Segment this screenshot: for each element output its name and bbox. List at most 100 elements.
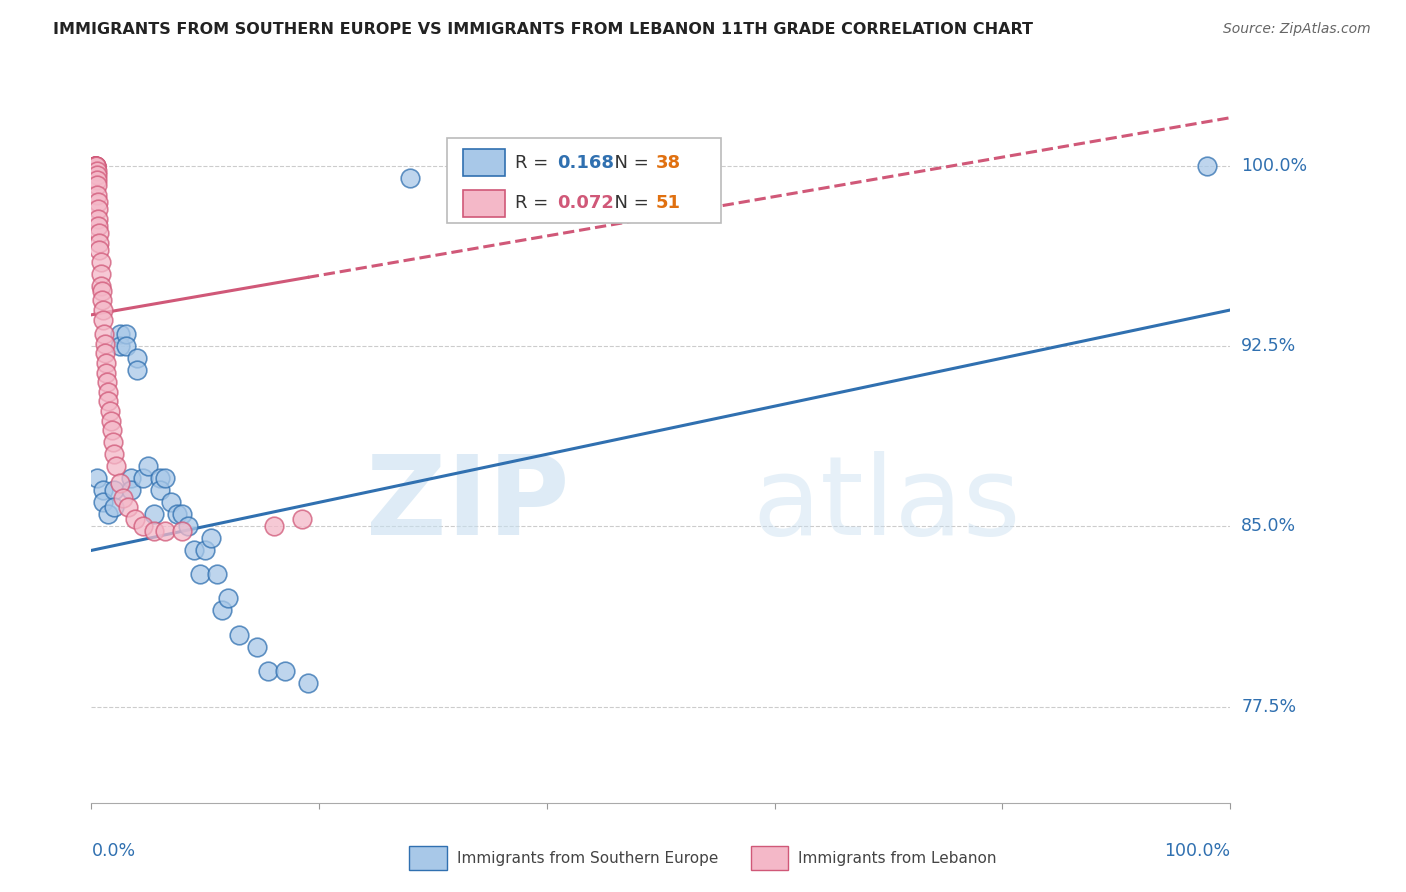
Text: 92.5%: 92.5% (1241, 337, 1296, 355)
Point (84, 159, 107, 173)
Point (91, 483, 114, 498)
Text: R =: R = (515, 153, 554, 171)
Text: 77.5%: 77.5% (1241, 698, 1296, 715)
Point (103, 447, 125, 461)
Point (86, 178, 108, 192)
Text: 0.0%: 0.0% (91, 842, 135, 860)
Text: 0.072: 0.072 (557, 194, 614, 212)
Text: 100.0%: 100.0% (1241, 157, 1308, 175)
Point (83, 159, 105, 173)
Point (108, 326, 131, 341)
Point (84, 159, 107, 173)
Point (120, 471, 142, 485)
Point (101, 435, 124, 450)
Point (91, 495, 114, 509)
Point (86, 187, 108, 202)
Point (86, 173, 108, 187)
Point (91, 312, 114, 326)
Point (188, 567, 211, 582)
Point (97, 384, 120, 399)
Point (105, 459, 128, 474)
Point (103, 500, 125, 515)
Point (101, 423, 124, 437)
Point (200, 532, 222, 546)
Point (93, 326, 115, 341)
Point (89, 279, 111, 293)
Point (172, 508, 194, 522)
Point (108, 476, 131, 491)
Point (257, 664, 280, 678)
Point (177, 519, 200, 533)
Point (114, 326, 136, 341)
Text: ZIP: ZIP (367, 451, 569, 558)
Point (97, 394, 120, 409)
Text: R =: R = (515, 194, 554, 212)
Text: Immigrants from Lebanon: Immigrants from Lebanon (799, 851, 997, 865)
Point (194, 543, 217, 558)
Point (100, 414, 122, 428)
Point (89, 255, 111, 269)
Point (263, 519, 285, 533)
Point (297, 675, 319, 690)
Point (143, 508, 166, 522)
Text: 0.168: 0.168 (557, 153, 614, 171)
Point (155, 471, 177, 485)
Point (114, 339, 136, 353)
Point (97, 508, 120, 522)
Point (91, 303, 114, 318)
Point (125, 363, 148, 377)
Point (149, 471, 172, 485)
Point (166, 508, 188, 522)
Text: N =: N = (603, 194, 655, 212)
Point (83, 159, 105, 173)
Point (124, 512, 146, 526)
Point (274, 664, 297, 678)
Point (89, 226, 111, 240)
Point (108, 339, 131, 353)
Point (117, 500, 139, 515)
Point (217, 591, 239, 606)
Point (87, 219, 110, 233)
Point (87, 194, 110, 209)
Text: 51: 51 (655, 194, 681, 212)
Text: atlas: atlas (752, 451, 1021, 558)
Point (83, 159, 105, 173)
Point (89, 235, 111, 250)
Point (86, 471, 108, 485)
Point (172, 524, 194, 538)
Text: 38: 38 (655, 153, 681, 171)
Point (86, 163, 108, 178)
Point (103, 483, 125, 498)
Point (155, 524, 177, 538)
Text: Immigrants from Southern Europe: Immigrants from Southern Europe (457, 851, 718, 865)
Point (1197, 159, 1219, 173)
Point (96, 375, 118, 389)
Point (131, 471, 153, 485)
Text: N =: N = (603, 153, 655, 171)
Point (399, 170, 422, 185)
Point (87, 211, 110, 226)
Point (89, 243, 111, 257)
Text: 85.0%: 85.0% (1241, 517, 1296, 535)
Point (87, 202, 110, 216)
Point (89, 267, 111, 281)
Point (138, 459, 160, 474)
Point (183, 543, 205, 558)
Point (83, 159, 105, 173)
Point (94, 336, 117, 351)
Point (205, 567, 228, 582)
Point (245, 640, 267, 654)
Point (149, 483, 172, 498)
Point (90, 284, 112, 298)
Point (94, 346, 117, 360)
Point (96, 366, 118, 380)
Text: IMMIGRANTS FROM SOUTHERN EUROPE VS IMMIGRANTS FROM LEBANON 11TH GRADE CORRELATIO: IMMIGRANTS FROM SOUTHERN EUROPE VS IMMIG… (53, 22, 1033, 37)
Point (84, 159, 107, 173)
Point (143, 524, 166, 538)
Point (131, 519, 153, 533)
Point (98, 404, 121, 418)
Point (160, 495, 183, 509)
Point (84, 159, 107, 173)
Point (86, 169, 108, 183)
Point (125, 351, 148, 365)
